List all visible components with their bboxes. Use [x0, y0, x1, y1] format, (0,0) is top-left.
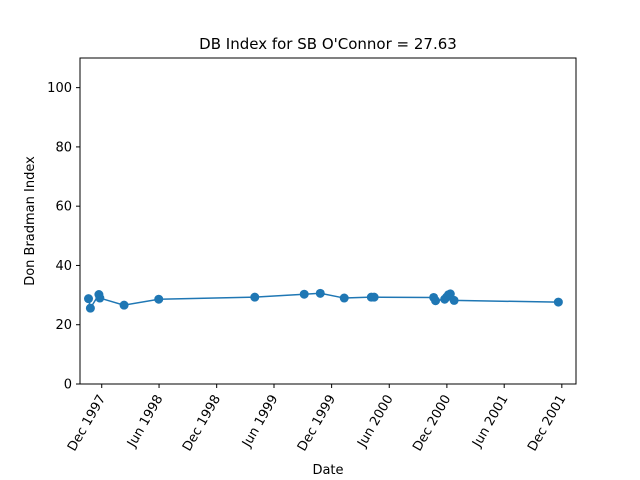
plot-area [80, 58, 576, 384]
data-point [431, 296, 441, 306]
data-point [315, 288, 325, 298]
y-tick-label: 20 [55, 318, 72, 333]
x-tick-label: Dec 1999 [295, 393, 339, 455]
data-point [339, 293, 349, 303]
y-tick-label: 80 [55, 140, 72, 155]
data-point [449, 295, 459, 305]
x-tick-label: Jun 1999 [239, 393, 281, 451]
y-tick-label: 60 [55, 200, 72, 215]
x-axis: Dec 1997 Jun 1998 Dec 1998 Jun 1999 Dec 1999… [65, 384, 569, 454]
y-axis-label: Don Bradman Index [23, 156, 38, 286]
x-tick-label: Dec 1997 [65, 393, 109, 455]
plot-frame [79, 57, 577, 385]
x-axis-label: Date [312, 463, 343, 478]
y-tick-label: 100 [47, 81, 72, 96]
data-point [154, 294, 164, 304]
x-tick-label: Dec 1998 [180, 393, 224, 455]
x-tick-label: Jun 2001 [469, 393, 511, 451]
x-tick-label: Dec 2000 [410, 393, 454, 455]
y-axis: 0 20 40 60 80 100 [47, 81, 80, 393]
data-point [84, 294, 94, 304]
x-tick-label: Jun 2000 [354, 393, 396, 451]
chart-title: DB Index for SB O'Connor = 27.63 [199, 35, 457, 53]
data-point [553, 297, 563, 307]
data-point [95, 293, 105, 303]
data-point [119, 300, 129, 310]
data-point [299, 289, 309, 299]
y-tick-label: 40 [55, 259, 72, 274]
x-tick-label: Dec 2001 [525, 393, 569, 455]
data-point [445, 289, 455, 299]
x-tick-label: Jun 1998 [124, 393, 166, 451]
data-point [369, 292, 379, 302]
data-point [250, 292, 260, 302]
data-point [85, 303, 95, 313]
series-layer [84, 288, 563, 313]
y-tick-label: 0 [64, 378, 72, 393]
